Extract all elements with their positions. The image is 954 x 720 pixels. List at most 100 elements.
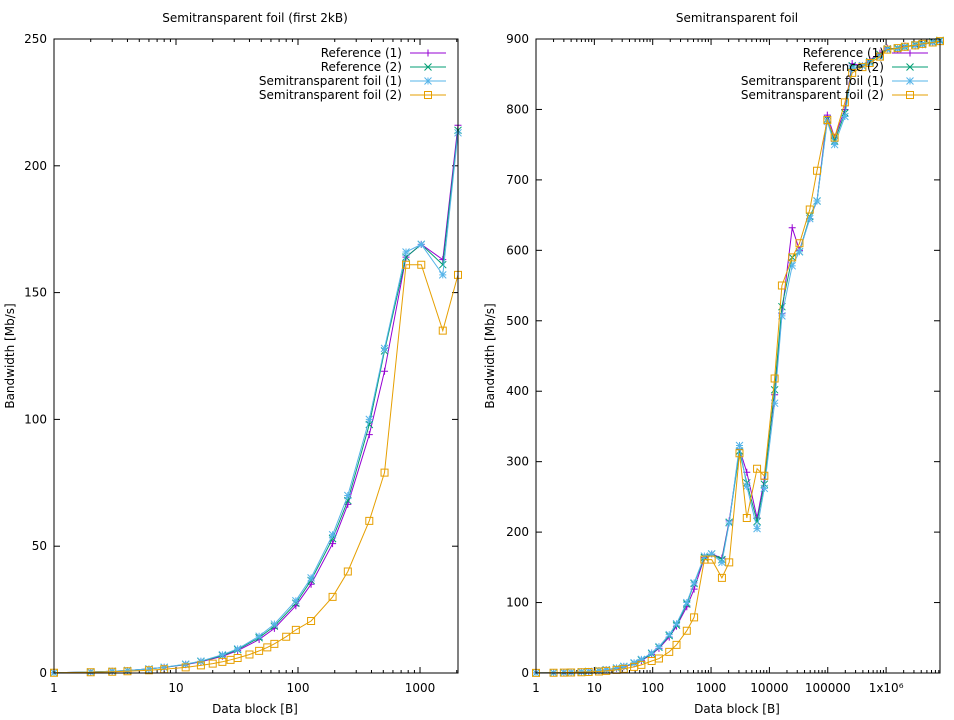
legend-marker bbox=[906, 63, 914, 71]
x-tick-label: 10 bbox=[587, 681, 602, 695]
data-point bbox=[718, 558, 726, 567]
chart-right: Semitransparent foil Data block [B] Band… bbox=[483, 11, 944, 716]
data-point bbox=[777, 281, 786, 290]
legend-label: Semitransparent foil (2) bbox=[259, 88, 402, 102]
data-point bbox=[50, 668, 58, 677]
data-point bbox=[417, 240, 426, 249]
data-point bbox=[196, 661, 205, 670]
y-tick-label: 800 bbox=[506, 102, 529, 116]
legend: Reference (1)Reference (2)Semitransparen… bbox=[259, 46, 446, 102]
data-point bbox=[630, 662, 639, 671]
axis-ticks: 0 100 200 300 400 500 600 700 800 900 1 10 100 1000 10… bbox=[506, 32, 940, 695]
plot-area bbox=[532, 36, 944, 677]
data-point bbox=[795, 239, 804, 248]
data-point bbox=[181, 663, 190, 672]
series-line-1 bbox=[535, 40, 941, 674]
legend-marker bbox=[424, 63, 432, 71]
x-tick-label: 100 bbox=[287, 681, 310, 695]
y-tick-label: 250 bbox=[24, 32, 47, 46]
data-point bbox=[602, 666, 611, 675]
data-point bbox=[197, 657, 205, 665]
data-point bbox=[742, 482, 751, 491]
data-point bbox=[595, 666, 603, 675]
axis-ticks: 0 50 100 150 200 250 1 10 100 1000 bbox=[24, 32, 458, 695]
data-point bbox=[328, 534, 337, 543]
data-point bbox=[900, 42, 909, 51]
data-point bbox=[682, 598, 691, 607]
legend-label: Reference (1) bbox=[321, 46, 402, 60]
data-point bbox=[823, 111, 831, 119]
legend-label: Semitransparent foil (1) bbox=[259, 74, 402, 88]
legend-label: Semitransparent foil (1) bbox=[741, 74, 884, 88]
data-point bbox=[255, 632, 263, 641]
chart-left: Semitransparent foil (first 2kB) Data bl… bbox=[3, 11, 462, 716]
data-point bbox=[858, 61, 867, 70]
data-point bbox=[218, 650, 227, 659]
data-point bbox=[840, 98, 849, 107]
series-line-2 bbox=[53, 130, 459, 674]
data-point bbox=[735, 449, 744, 458]
y-tick-label: 700 bbox=[506, 173, 529, 187]
data-point bbox=[672, 640, 681, 649]
data-point bbox=[760, 484, 769, 493]
data-point bbox=[788, 261, 797, 270]
data-point bbox=[584, 667, 593, 676]
data-point bbox=[637, 655, 646, 664]
x-tick-label: 1000 bbox=[405, 681, 436, 695]
data-point bbox=[735, 441, 744, 450]
y-tick-label: 150 bbox=[24, 286, 47, 300]
legend-marker bbox=[906, 49, 914, 57]
data-point bbox=[343, 491, 352, 500]
data-point bbox=[602, 665, 611, 674]
data-point bbox=[365, 431, 373, 439]
data-point bbox=[123, 667, 132, 676]
legend-label: Reference (2) bbox=[803, 60, 884, 74]
data-point bbox=[123, 666, 132, 675]
data-point bbox=[742, 514, 751, 523]
x-tick-label: 1x10⁶ bbox=[869, 681, 904, 695]
data-point bbox=[788, 224, 796, 232]
data-point bbox=[160, 663, 169, 672]
data-point bbox=[936, 37, 944, 46]
data-point bbox=[619, 662, 628, 671]
data-point bbox=[665, 630, 674, 639]
data-point bbox=[893, 45, 902, 53]
data-point bbox=[454, 270, 462, 279]
data-point bbox=[893, 44, 902, 53]
x-tick-label: 10000 bbox=[750, 681, 788, 695]
data-point bbox=[735, 447, 744, 455]
legend: Reference (1)Reference (2)Semitransparen… bbox=[741, 46, 928, 102]
data-point bbox=[770, 374, 779, 383]
data-point bbox=[438, 270, 447, 279]
legend-marker bbox=[906, 91, 914, 99]
data-point bbox=[770, 385, 779, 394]
data-point bbox=[795, 247, 804, 256]
data-point bbox=[380, 344, 389, 353]
data-point bbox=[647, 657, 656, 666]
data-point bbox=[707, 550, 716, 558]
data-point bbox=[307, 617, 316, 626]
data-point bbox=[672, 619, 681, 628]
data-point bbox=[918, 39, 927, 48]
data-point bbox=[343, 567, 352, 576]
y-tick-label: 0 bbox=[521, 666, 529, 680]
plot-area bbox=[50, 121, 462, 677]
y-tick-label: 100 bbox=[506, 596, 529, 610]
legend-marker bbox=[424, 77, 432, 85]
data-point bbox=[830, 140, 839, 149]
series-line-4 bbox=[53, 264, 459, 674]
y-tick-label: 500 bbox=[506, 314, 529, 328]
legend-label: Semitransparent foil (2) bbox=[741, 88, 884, 102]
x-tick-label: 1000 bbox=[696, 681, 727, 695]
data-point bbox=[438, 260, 447, 269]
data-point bbox=[883, 45, 892, 54]
legend-label: Reference (1) bbox=[803, 46, 884, 60]
data-point bbox=[307, 574, 315, 582]
data-point bbox=[690, 578, 698, 587]
series-line-3 bbox=[535, 40, 941, 674]
series-line-2 bbox=[535, 39, 941, 674]
data-point bbox=[567, 668, 576, 677]
chart-title: Semitransparent foil (first 2kB) bbox=[162, 11, 348, 25]
data-point bbox=[380, 468, 389, 477]
data-point bbox=[770, 399, 779, 408]
